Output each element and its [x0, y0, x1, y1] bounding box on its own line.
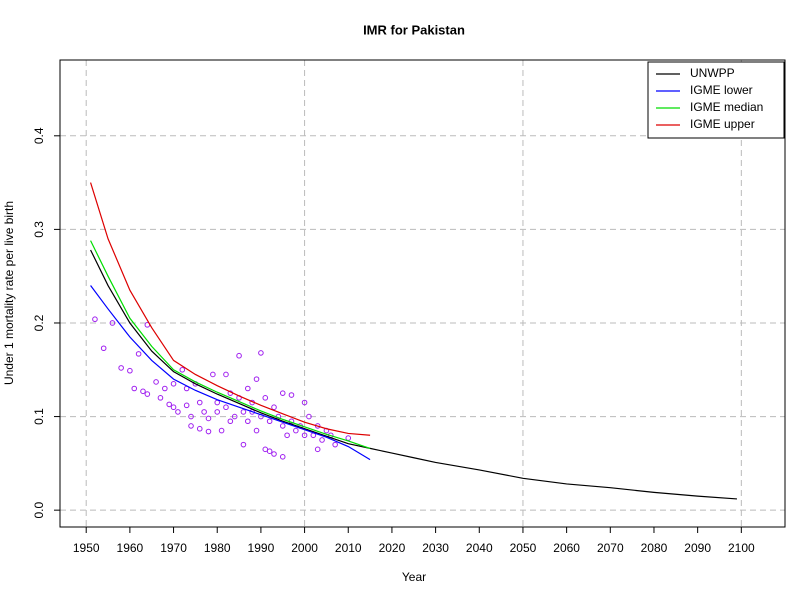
data-point — [314, 446, 321, 453]
data-point — [231, 413, 238, 420]
y-tick-label: 0.4 — [32, 127, 46, 144]
x-tick-label: 1990 — [248, 541, 275, 555]
data-point — [196, 425, 203, 432]
x-tick-label: 2020 — [379, 541, 406, 555]
data-point — [258, 350, 264, 356]
legend-label: IGME median — [690, 100, 763, 114]
data-point — [214, 399, 221, 406]
data-point — [210, 371, 216, 378]
series-line — [90, 285, 371, 461]
x-tick-label: 1960 — [117, 541, 144, 555]
data-point — [301, 432, 308, 439]
data-point — [266, 448, 273, 454]
data-point — [279, 390, 286, 396]
data-point — [144, 391, 151, 397]
data-point — [245, 385, 251, 392]
x-tick-label: 1950 — [73, 541, 100, 555]
x-tick-label: 2090 — [684, 541, 711, 555]
series-line — [90, 249, 738, 500]
data-point — [279, 423, 286, 429]
data-point — [188, 413, 194, 420]
data-point — [253, 427, 260, 434]
data-point — [183, 402, 190, 409]
data-point — [135, 351, 142, 357]
data-point — [284, 432, 290, 439]
x-axis-label: Year — [402, 570, 426, 584]
plot-frame — [59, 59, 786, 528]
data-point — [100, 345, 107, 352]
series-line — [89, 182, 371, 436]
x-tick-label: 2000 — [291, 541, 318, 555]
legend-label: IGME upper — [690, 117, 755, 131]
x-tick-label: 2100 — [728, 541, 755, 555]
y-tick-label: 0.2 — [32, 314, 46, 331]
data-point — [205, 428, 212, 435]
data-point — [293, 427, 299, 434]
data-point — [201, 409, 207, 415]
data-point — [223, 371, 229, 378]
data-point — [162, 385, 168, 392]
data-point — [127, 367, 133, 374]
chart-title: IMR for Pakistan — [363, 22, 465, 37]
x-tick-label: 2030 — [422, 541, 449, 555]
data-point — [153, 379, 159, 385]
x-tick-label: 2040 — [466, 541, 493, 555]
legend-label: UNWPP — [690, 66, 735, 80]
y-tick-label: 0.0 — [32, 501, 46, 518]
data-point — [266, 418, 273, 425]
x-tick-label: 1970 — [160, 541, 187, 555]
data-point — [223, 404, 229, 411]
data-point — [240, 409, 247, 415]
data-point — [166, 401, 172, 408]
data-point — [236, 352, 242, 359]
data-point — [188, 423, 194, 429]
data-point — [271, 404, 277, 411]
data-point — [279, 454, 286, 460]
x-tick-label: 2070 — [597, 541, 624, 555]
data-point — [214, 409, 221, 415]
y-tick-label: 0.3 — [32, 221, 46, 238]
y-tick-label: 0.1 — [32, 408, 46, 425]
data-point — [301, 399, 308, 406]
x-tick-label: 2060 — [553, 541, 580, 555]
data-point — [179, 366, 186, 373]
x-tick-label: 2080 — [641, 541, 668, 555]
y-axis-label: Under 1 mortality rate per live birth — [2, 201, 16, 385]
data-point — [109, 320, 116, 326]
data-point — [306, 413, 312, 420]
x-tick-label: 1980 — [204, 541, 231, 555]
data-point — [170, 381, 177, 387]
x-tick-label: 2010 — [335, 541, 362, 555]
data-point — [262, 395, 269, 401]
data-point — [170, 404, 177, 411]
data-point — [227, 418, 234, 425]
data-point — [345, 435, 352, 441]
data-point — [140, 388, 146, 395]
x-tick-label: 2050 — [510, 541, 537, 555]
data-point — [205, 415, 212, 422]
data-point — [218, 427, 225, 434]
data-point — [157, 395, 164, 401]
data-point — [332, 441, 338, 448]
data-point — [253, 376, 260, 382]
legend-label: IGME lower — [690, 83, 753, 97]
data-point — [319, 437, 325, 443]
data-point — [175, 409, 181, 415]
data-point — [245, 418, 251, 425]
data-point — [196, 399, 203, 406]
data-point — [118, 365, 124, 371]
data-point — [92, 316, 98, 323]
data-point — [240, 441, 247, 448]
data-point — [288, 392, 295, 398]
data-point — [131, 385, 138, 392]
series-line — [90, 240, 371, 449]
data-point — [271, 451, 277, 457]
